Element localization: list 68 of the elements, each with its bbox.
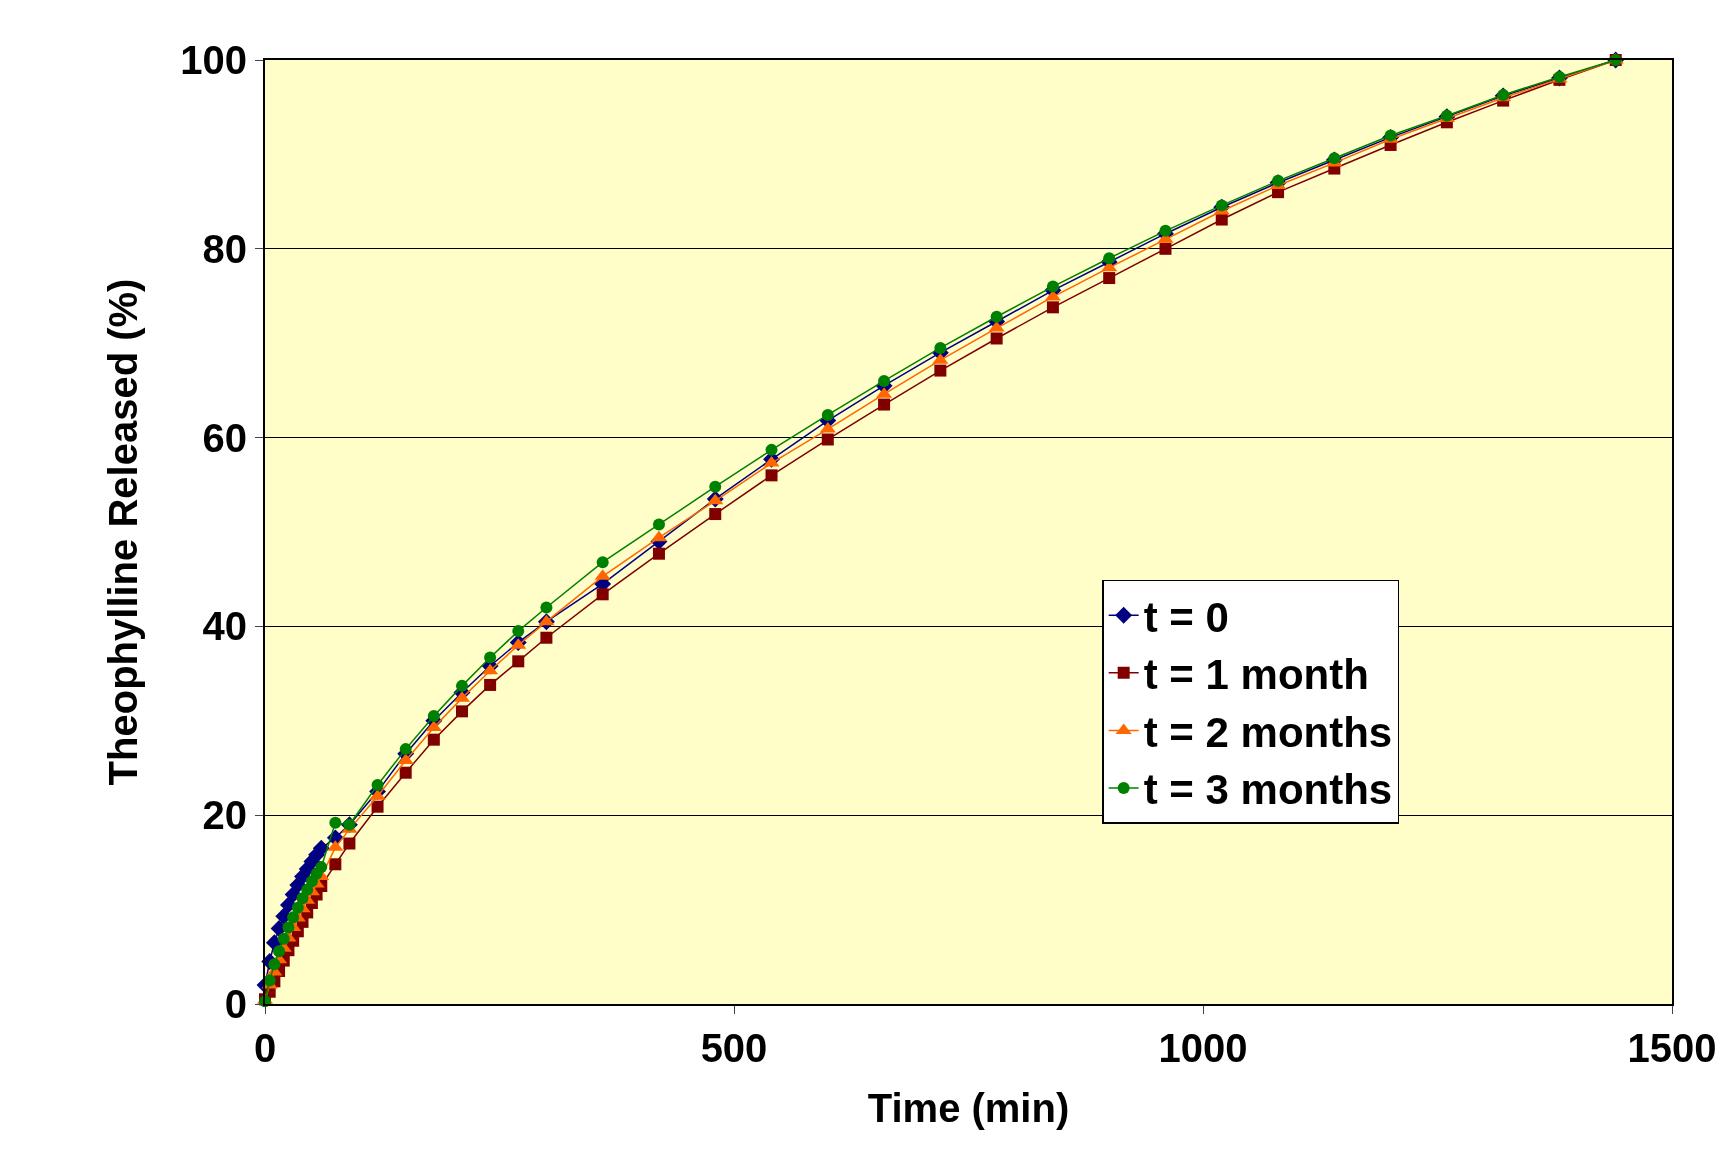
y-tick-label: 100 [180,38,247,82]
x-tick-label: 500 [700,1026,768,1070]
point [399,743,412,756]
x-tick-label: 1000 [1158,1026,1248,1070]
point [1272,174,1285,187]
point [1159,224,1172,237]
point [282,921,295,934]
point [291,901,304,914]
point [482,663,499,675]
legend-label: t = 2 months [1143,708,1393,756]
point [878,398,891,411]
point [934,341,947,354]
point [512,655,525,668]
point [427,710,440,723]
point [455,705,468,718]
point [268,958,281,971]
point [329,858,342,871]
point [343,837,356,850]
point [371,800,384,813]
point [1215,199,1228,212]
point [990,332,1003,345]
point [301,883,314,896]
point [484,678,497,691]
y-axis-title: Theophylline Released (%) [101,278,146,786]
y-tick-label: 20 [202,793,247,838]
point [990,310,1003,323]
x-tick-label: 1500 [1627,1026,1717,1070]
point [484,651,497,664]
y-tick-label: 0 [224,982,247,1026]
x-axis-title: Time (min) [867,1086,1070,1130]
point [371,778,384,791]
point [765,443,778,456]
point [273,945,286,958]
point [1215,213,1228,226]
point [821,433,834,446]
point [540,601,553,614]
point [1159,242,1172,255]
point [1103,272,1116,285]
point [538,614,555,626]
point [1046,280,1059,293]
legend-label: t = 3 months [1143,766,1393,814]
point [934,364,947,377]
y-tick-label: 80 [202,226,247,271]
point [1103,252,1116,265]
point [709,508,722,521]
point [765,469,778,482]
point [878,374,891,387]
point [287,911,300,924]
x-tick-label: 0 [253,1026,277,1070]
point [1046,301,1059,314]
point [277,932,290,945]
point [596,556,609,569]
point [652,547,665,560]
point [540,631,553,644]
point [427,733,440,746]
legend-label: t = 0 [1143,593,1229,641]
point [821,408,834,421]
point [512,625,525,638]
point [315,861,328,874]
y-tick-label: 40 [202,604,247,649]
point [455,679,468,692]
point [709,480,722,493]
y-tick-label: 60 [202,415,247,460]
legend-label: t = 1 month [1143,651,1369,699]
point [596,588,609,601]
point [329,816,342,829]
point [399,766,412,779]
point [652,518,665,531]
